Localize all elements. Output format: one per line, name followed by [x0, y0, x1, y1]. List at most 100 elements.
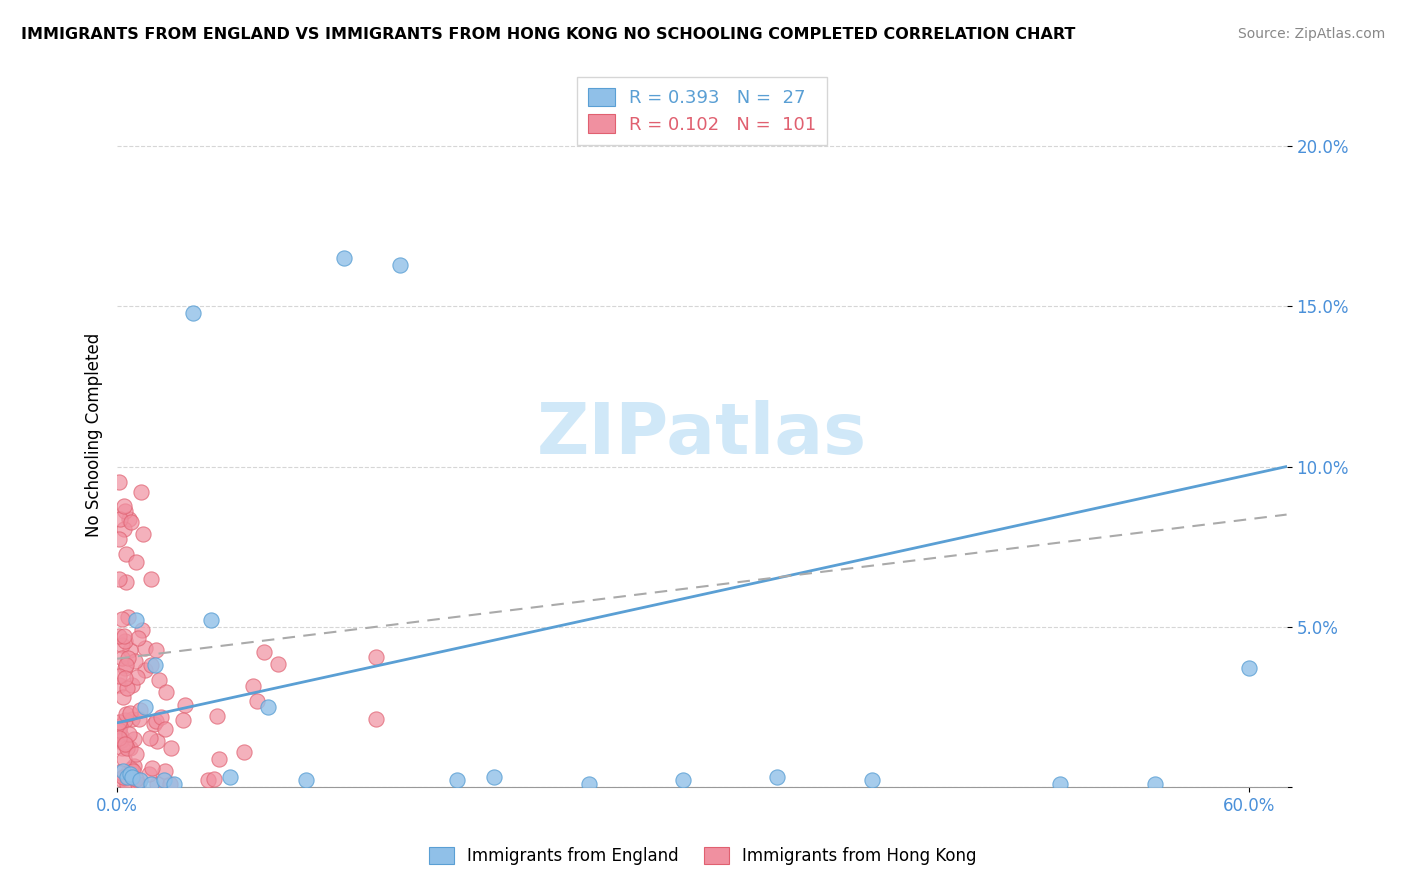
Point — [114, 735, 136, 749]
Point — [219, 770, 242, 784]
Point — [1237, 661, 1260, 675]
Point — [578, 777, 600, 791]
Point — [143, 717, 166, 731]
Point — [115, 770, 138, 784]
Point — [111, 741, 134, 756]
Text: IMMIGRANTS FROM ENGLAND VS IMMIGRANTS FROM HONG KONG NO SCHOOLING COMPLETED CORR: IMMIGRANTS FROM ENGLAND VS IMMIGRANTS FR… — [21, 27, 1076, 42]
Point — [205, 708, 228, 723]
Point — [202, 772, 225, 786]
Point — [1049, 777, 1071, 791]
Point — [114, 634, 136, 648]
Point — [114, 658, 136, 673]
Point — [672, 773, 695, 788]
Point — [110, 512, 132, 526]
Point — [125, 613, 148, 627]
Point — [267, 657, 290, 671]
Point — [108, 714, 131, 729]
Point — [155, 685, 177, 699]
Point — [120, 515, 142, 529]
Point — [108, 668, 131, 682]
Point — [127, 777, 149, 791]
Point — [108, 532, 131, 546]
Point — [111, 764, 134, 778]
Point — [127, 670, 149, 684]
Point — [112, 752, 135, 766]
Point — [115, 681, 138, 695]
Point — [120, 767, 142, 781]
Point — [134, 663, 156, 677]
Point — [115, 740, 138, 755]
Point — [233, 745, 256, 759]
Y-axis label: No Schooling Completed: No Schooling Completed — [86, 333, 103, 537]
Point — [121, 770, 143, 784]
Text: Source: ZipAtlas.com: Source: ZipAtlas.com — [1237, 27, 1385, 41]
Point — [332, 252, 354, 266]
Point — [114, 713, 136, 727]
Point — [121, 678, 143, 692]
Point — [118, 512, 141, 526]
Point — [172, 713, 194, 727]
Point — [132, 527, 155, 541]
Point — [108, 765, 131, 780]
Point — [110, 733, 132, 747]
Point — [115, 575, 138, 590]
Point — [246, 694, 269, 708]
Point — [766, 770, 789, 784]
Point — [181, 306, 204, 320]
Point — [145, 714, 167, 728]
Point — [118, 643, 141, 657]
Point — [108, 572, 131, 586]
Point — [117, 765, 139, 780]
Point — [146, 734, 169, 748]
Point — [484, 770, 506, 784]
Point — [252, 645, 274, 659]
Point — [1143, 777, 1166, 791]
Legend: Immigrants from England, Immigrants from Hong Kong: Immigrants from England, Immigrants from… — [419, 837, 987, 875]
Point — [153, 773, 176, 788]
Point — [111, 651, 134, 665]
Point — [118, 706, 141, 720]
Point — [110, 772, 132, 787]
Point — [118, 727, 141, 741]
Point — [163, 777, 186, 791]
Point — [127, 777, 149, 791]
Point — [294, 773, 316, 788]
Point — [114, 547, 136, 561]
Point — [257, 699, 280, 714]
Point — [134, 640, 156, 655]
Point — [114, 504, 136, 518]
Point — [129, 484, 152, 499]
Point — [108, 723, 131, 738]
Point — [115, 706, 138, 721]
Point — [114, 737, 136, 751]
Point — [112, 629, 135, 643]
Point — [121, 712, 143, 726]
Point — [125, 772, 148, 786]
Point — [117, 651, 139, 665]
Point — [138, 767, 160, 781]
Point — [108, 629, 131, 643]
Point — [111, 690, 134, 704]
Point — [108, 475, 131, 489]
Point — [124, 654, 146, 668]
Point — [110, 729, 132, 743]
Point — [143, 658, 166, 673]
Point — [139, 777, 162, 791]
Text: ZIPatlas: ZIPatlas — [537, 400, 868, 469]
Point — [108, 678, 131, 692]
Point — [208, 752, 231, 766]
Point — [159, 777, 181, 791]
Point — [108, 734, 131, 748]
Point — [242, 679, 264, 693]
Point — [112, 522, 135, 536]
Point — [112, 499, 135, 513]
Point — [111, 638, 134, 652]
Point — [150, 709, 173, 723]
Point — [124, 747, 146, 761]
Point — [141, 761, 163, 775]
Point — [160, 741, 183, 756]
Point — [117, 609, 139, 624]
Point — [364, 649, 387, 664]
Point — [120, 762, 142, 776]
Point — [153, 722, 176, 736]
